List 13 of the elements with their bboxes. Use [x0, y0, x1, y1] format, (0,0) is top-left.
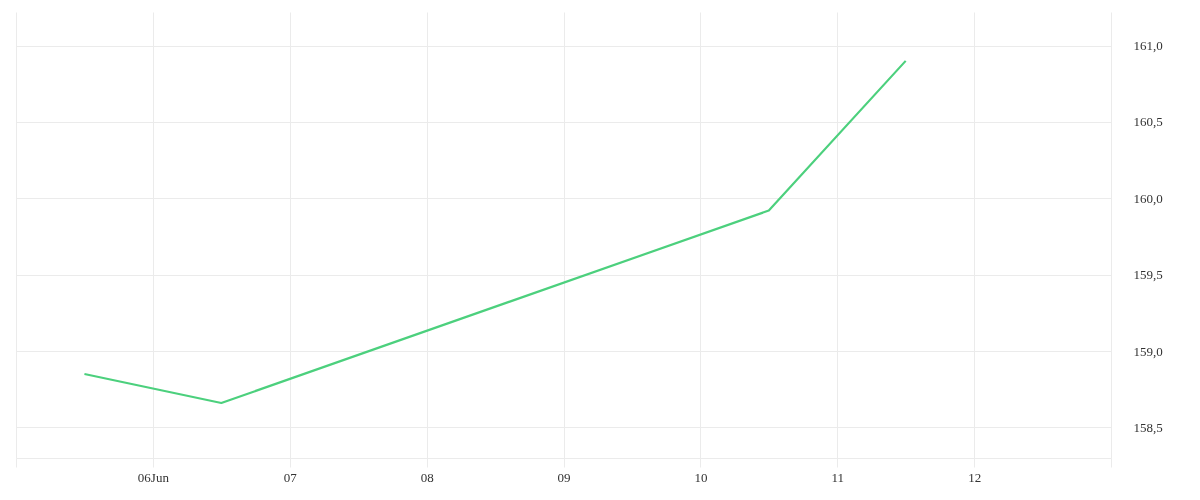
x-tick-label: 06Jun	[137, 469, 170, 485]
y-tick-label: 161,0	[1133, 38, 1163, 54]
y-tick-label: 159,0	[1133, 343, 1163, 359]
y-tick-label: 160,0	[1133, 190, 1163, 206]
x-tick-label: 10	[694, 469, 708, 485]
x-tick-label: 12	[968, 469, 982, 485]
x-tick-label: 07	[283, 469, 298, 485]
y-tick-label: 159,5	[1133, 267, 1163, 283]
x-tick-label: 09	[557, 469, 571, 485]
x-tick-label: 08	[420, 469, 434, 485]
y-tick-label: 160,5	[1133, 114, 1163, 130]
x-tick-label: 11	[831, 469, 845, 485]
y-tick-label: 158,5	[1133, 419, 1163, 435]
